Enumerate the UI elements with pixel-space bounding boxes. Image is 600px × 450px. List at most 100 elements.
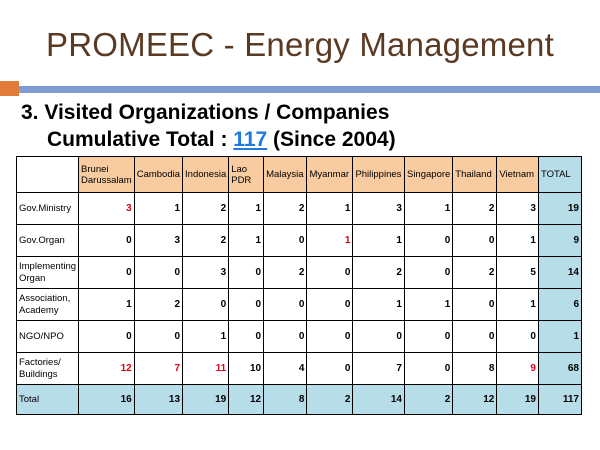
column-header: Cambodia (133, 156, 184, 193)
column-header: Lao PDR (228, 156, 265, 193)
row-label: Total (15, 384, 80, 415)
cumulative-label: Cumulative Total : (47, 128, 234, 151)
row-label: Gov.Organ (15, 224, 80, 257)
column-header: Indonesia (182, 156, 230, 193)
table-cell: 0 (452, 320, 498, 353)
table-cell: 0 (306, 256, 354, 289)
table-body: Gov.Ministry 3 1 2 1 2 1 3 1 2 3 19 Gov.Organ 0 3 2 1 0 1 1… (15, 192, 583, 415)
table-cell: 0 (403, 224, 454, 257)
table-cell: 1 (403, 192, 454, 225)
table-cell: 19 (182, 384, 230, 415)
table-cell: 0 (228, 256, 265, 289)
table-cell: 0 (228, 320, 265, 353)
column-header: Philippines (352, 156, 405, 193)
table-cell: 0 (78, 256, 135, 289)
table-cell: 0 (263, 288, 308, 321)
table-cell: 8 (263, 384, 308, 415)
row-total-cell: 19 (537, 192, 583, 225)
column-header: Singapore (403, 156, 454, 193)
table-cell: 0 (133, 320, 184, 353)
row-total-cell: 68 (537, 352, 583, 385)
table-total-row: Total 16 13 19 12 8 2 14 2 12 19 117 (15, 384, 583, 415)
column-header: Myanmar (306, 156, 354, 193)
table-corner-cell (15, 156, 80, 193)
table-cell: 2 (352, 256, 405, 289)
table-row: Association, Academy 1 2 0 0 0 0 1 1 0 1 6 (15, 288, 583, 321)
table-cell: 0 (306, 352, 354, 385)
table-cell: 0 (403, 352, 454, 385)
row-label: Association, Academy (15, 288, 80, 321)
table-cell: 2 (263, 192, 308, 225)
table-cell: 1 (133, 192, 184, 225)
since-label: (Since 2004) (267, 128, 396, 151)
column-header: Thailand (452, 156, 498, 193)
table-cell: 9 (496, 352, 539, 385)
column-header: Malaysia (263, 156, 308, 193)
table-cell: 14 (352, 384, 405, 415)
section-heading-line1: 3. Visited Organizations / Companies (21, 101, 390, 124)
table-row: Factories/ Buildings 12 7 11 10 4 0 7 0 8 9 68 (15, 352, 583, 385)
table-cell: 12 (228, 384, 265, 415)
table-cell: 1 (352, 224, 405, 257)
row-label: Factories/ Buildings (15, 352, 80, 385)
table-cell: 8 (452, 352, 498, 385)
table-cell: 12 (78, 352, 135, 385)
row-total-cell: 14 (537, 256, 583, 289)
table-cell: 0 (78, 320, 135, 353)
table-cell: 7 (352, 352, 405, 385)
cumulative-count-link[interactable]: 117 (233, 128, 268, 151)
table-cell: 0 (403, 320, 454, 353)
accent-bar-blue (19, 86, 600, 93)
table-cell: 3 (133, 224, 184, 257)
row-label: Gov.Ministry (15, 192, 80, 225)
row-total-cell: 117 (537, 384, 583, 415)
row-label: NGO/NPO (15, 320, 80, 353)
table-row: Gov.Ministry 3 1 2 1 2 1 3 1 2 3 19 (15, 192, 583, 225)
table-cell: 1 (78, 288, 135, 321)
row-total-cell: 9 (537, 224, 583, 257)
slide-title: PROMEEC - Energy Management (46, 26, 554, 63)
table-cell: 13 (133, 384, 184, 415)
table-cell: 2 (306, 384, 354, 415)
table-cell: 1 (403, 288, 454, 321)
table-cell: 0 (133, 256, 184, 289)
table-cell: 0 (306, 320, 354, 353)
section-heading: 3. Visited Organizations / Companies Cum… (21, 99, 396, 153)
table-cell: 0 (182, 288, 230, 321)
table-row: NGO/NPO 0 0 1 0 0 0 0 0 0 0 1 (15, 320, 583, 353)
table-cell: 1 (352, 288, 405, 321)
table-cell: 1 (496, 224, 539, 257)
table-header-row: Brunei Darussalam Cambodia Indonesia Lao… (15, 156, 583, 193)
row-label: Implementing Organ (15, 256, 80, 289)
table-cell: 0 (263, 224, 308, 257)
table-cell: 4 (263, 352, 308, 385)
table-cell: 19 (496, 384, 539, 415)
row-total-cell: 1 (537, 320, 583, 353)
table-cell: 3 (496, 192, 539, 225)
table-cell: 1 (182, 320, 230, 353)
table-cell: 0 (452, 224, 498, 257)
table-cell: 2 (452, 192, 498, 225)
table-cell: 0 (496, 320, 539, 353)
table-cell: 1 (228, 192, 265, 225)
column-header-total: TOTAL (537, 156, 583, 193)
table-cell: 0 (352, 320, 405, 353)
table-cell: 0 (306, 288, 354, 321)
table-cell: 3 (78, 192, 135, 225)
column-header: Vietnam (496, 156, 539, 193)
table-cell: 1 (228, 224, 265, 257)
table-cell: 2 (133, 288, 184, 321)
table-cell: 12 (452, 384, 498, 415)
table-cell: 0 (452, 288, 498, 321)
table-cell: 3 (182, 256, 230, 289)
table-cell: 2 (263, 256, 308, 289)
table-cell: 2 (182, 224, 230, 257)
table-cell: 1 (306, 224, 354, 257)
table-cell: 3 (352, 192, 405, 225)
visits-table: Brunei Darussalam Cambodia Indonesia Lao… (15, 156, 583, 415)
table-cell: 0 (403, 256, 454, 289)
table-cell: 5 (496, 256, 539, 289)
table-row: Implementing Organ 0 0 3 0 2 0 2 0 2 5 14 (15, 256, 583, 289)
table-cell: 2 (403, 384, 454, 415)
